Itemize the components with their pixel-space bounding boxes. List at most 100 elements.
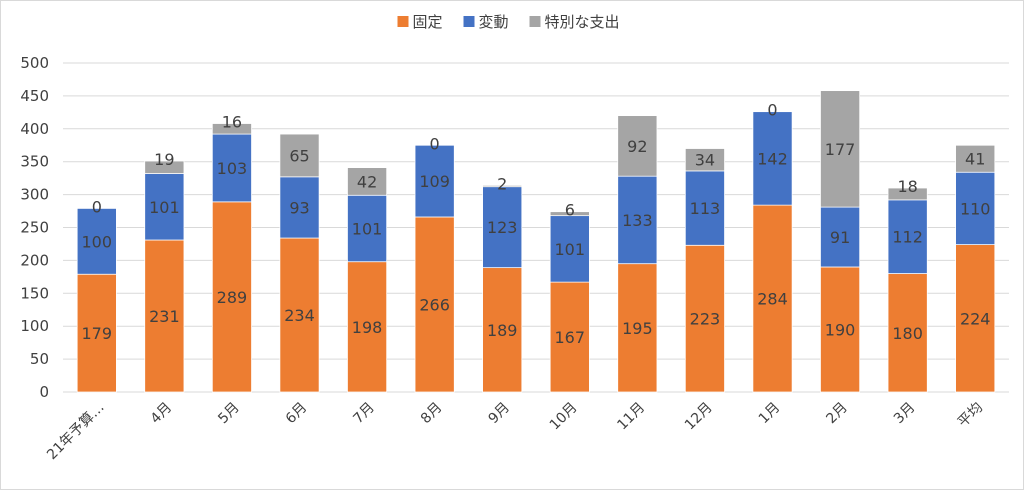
bar-segment [347,261,388,393]
y-tick-label: 500 [20,54,49,72]
data-label: 234 [284,306,315,325]
data-label: 110 [960,199,991,218]
data-label: 223 [690,310,721,329]
data-label: 231 [149,307,180,326]
x-tick-label: 9月 [486,400,514,428]
bars [76,90,996,393]
data-label: 6 [565,201,575,220]
bar-segment [144,239,185,393]
legend: 固定 変動 特別な支出 [397,13,620,31]
data-label: 198 [352,318,383,337]
legend-label: 固定 [413,13,443,31]
data-label: 0 [92,197,102,216]
data-label: 101 [555,240,586,259]
bar-segment [617,115,658,177]
data-label: 190 [825,320,856,339]
data-label: 42 [357,172,377,191]
data-label: 289 [217,288,248,307]
x-tick-label: 6月 [283,400,311,428]
y-tick-label: 350 [20,153,49,171]
x-tick-label: 平均 [955,400,986,431]
bar-segment [211,133,252,203]
x-tick-label: 10月 [547,400,581,434]
bar-segment [211,201,252,393]
data-label: 34 [695,151,715,170]
legend-label: 特別な支出 [545,13,620,31]
y-tick-label: 50 [30,350,49,368]
y-tick-label: 400 [20,120,49,138]
data-label: 41 [965,150,985,169]
data-label: 266 [419,295,450,314]
x-tick-label: 11月 [614,400,648,434]
bar-segment [752,111,793,206]
x-tick-label: 8月 [418,400,446,428]
bar-segment [76,208,117,275]
data-label: 93 [289,198,309,217]
legend-swatch [529,16,541,27]
x-tick-label: 2月 [823,400,851,428]
bar-segment [684,148,725,172]
legend-swatch [463,16,475,27]
y-tick-label: 300 [20,186,49,204]
bar-segment [887,187,928,201]
bar-segment [482,186,523,269]
data-label: 92 [627,137,647,156]
data-label: 113 [690,199,721,218]
y-tick-label: 250 [20,219,49,237]
data-label: 2 [497,174,507,193]
bar-segment [211,123,252,135]
x-axis: 21年予算… 4月 5月 6月 7月 8月 9月 10月 11月 12月 1月 2月 3月 平均 [44,400,986,464]
bar-segment [549,281,590,393]
x-tick-label: 5月 [215,400,243,428]
legend-label: 変動 [479,13,509,31]
bar-segment [76,273,117,393]
x-tick-label: 21年予算… [44,400,108,464]
data-label: 195 [622,319,653,338]
bar-segment [955,144,996,173]
data-label: 0 [767,101,777,120]
data-label: 100 [82,232,113,251]
data-label: 189 [487,321,518,340]
data-label: 16 [222,113,242,132]
data-label: 133 [622,211,653,230]
data-labels: 1791000231101192891031623493651981014226… [82,101,991,347]
data-label: 103 [217,159,248,178]
x-tick-label: 3月 [891,400,919,428]
y-tick-label: 150 [20,284,49,302]
data-label: 284 [757,290,788,309]
x-tick-label: 4月 [148,400,176,428]
bar-segment [347,167,388,196]
bar-segment [414,144,455,218]
data-label: 18 [897,177,917,196]
bar-segment [144,173,185,241]
data-label: 179 [82,324,113,343]
bar-segment [414,216,455,393]
data-label: 91 [830,228,850,247]
gridlines [63,62,1009,393]
data-label: 65 [289,146,309,165]
y-tick-label: 450 [20,87,49,105]
data-label: 19 [154,150,174,169]
bar-segment [347,194,388,263]
bar-segment [887,199,928,274]
data-label: 224 [960,309,991,328]
data-label: 123 [487,218,518,237]
bar-segment [752,204,793,393]
data-label: 101 [352,219,383,238]
y-tick-label: 0 [39,383,49,401]
x-tick-label: 12月 [682,400,716,434]
bar-segment [549,211,590,217]
bar-segment [144,160,185,174]
bar-segment [684,244,725,393]
bar-segment [820,90,861,208]
data-label: 112 [892,228,923,247]
x-tick-label: 1月 [756,400,784,428]
x-tick-label: 7月 [350,400,378,428]
bar-segment [955,171,996,245]
data-label: 180 [892,324,923,343]
bar-segment [617,175,658,265]
data-label: 177 [825,140,856,159]
data-label: 101 [149,198,180,217]
